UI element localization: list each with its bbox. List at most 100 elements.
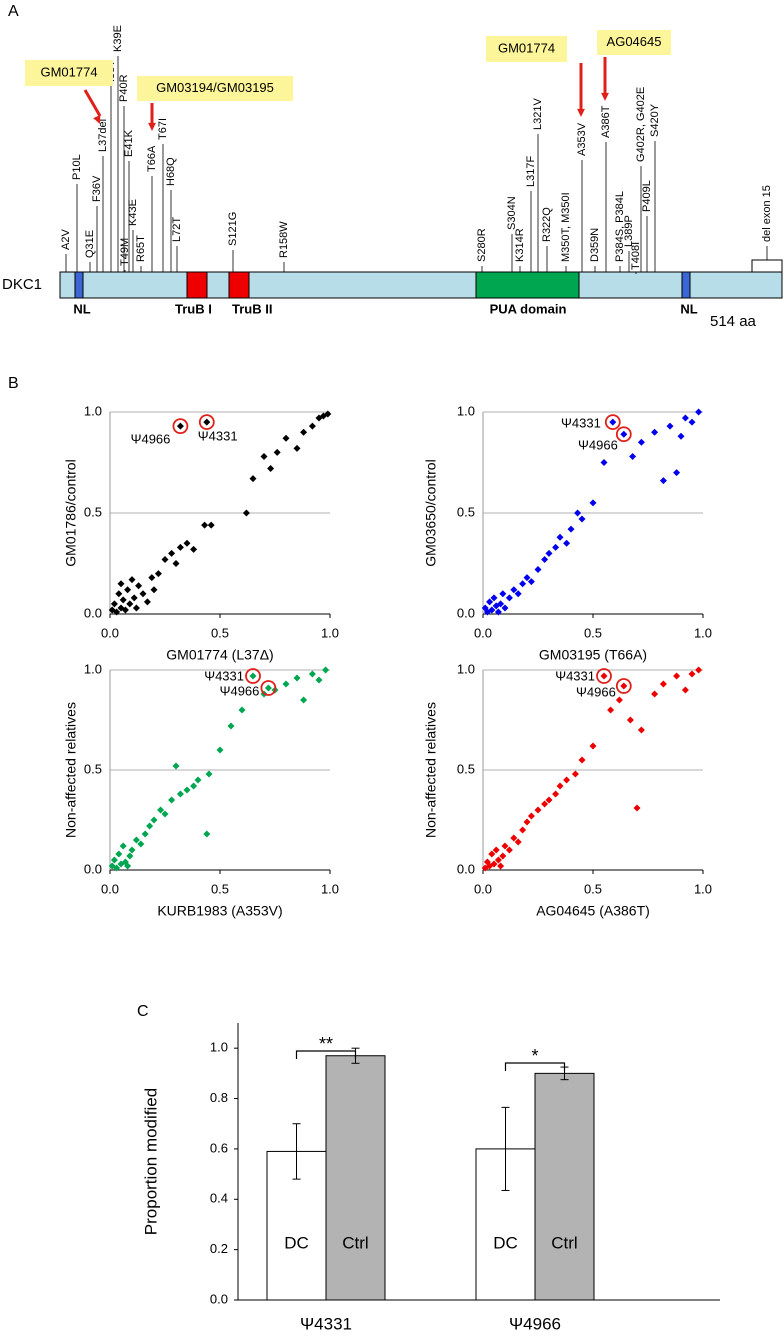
highlight-circle [596, 668, 612, 684]
point [183, 786, 191, 794]
point [527, 812, 535, 820]
series-label: Ctrl [551, 1233, 577, 1252]
point [567, 525, 575, 533]
point [300, 428, 308, 436]
mutation-label: G402R, G402E [635, 87, 647, 162]
mutation-label: L72T [171, 217, 183, 242]
mutation-label: F36V [91, 175, 103, 202]
bar [325, 1055, 386, 1301]
point [677, 432, 685, 440]
y-tick-label: 1.0 [457, 661, 475, 676]
highlight-point [620, 682, 628, 690]
point [514, 838, 522, 846]
domain-label: NL [73, 301, 90, 316]
domain [74, 271, 84, 299]
point [494, 856, 502, 864]
x-tick-label: Ψ4331 [300, 1314, 352, 1333]
highlight-circle [260, 680, 277, 696]
point [190, 782, 198, 790]
mutation-label: L321V [532, 98, 544, 130]
mutation-label: A353V [576, 122, 588, 156]
point [115, 850, 123, 858]
y-axis-label: Proportion modified [141, 1088, 160, 1235]
point [545, 549, 553, 557]
highlight-point [620, 430, 628, 438]
point [534, 566, 542, 574]
mutation-label: del exon 15 [761, 185, 773, 242]
y-tick-label: 0.0 [457, 861, 475, 876]
point [137, 840, 145, 848]
mutation-label: M350T, M350I [560, 192, 572, 262]
point [486, 598, 494, 606]
point [168, 796, 176, 804]
point [273, 448, 281, 456]
point [510, 586, 518, 594]
point [499, 590, 507, 598]
point [695, 666, 703, 674]
point [578, 756, 586, 764]
point [168, 549, 176, 557]
point [176, 543, 184, 551]
mutation-label: L317F [525, 156, 537, 187]
mutation-label: T66A [146, 145, 158, 172]
x-tick-label: 1.0 [321, 881, 339, 896]
series-label: Ctrl [342, 1233, 368, 1252]
callout-label: GM01774 [498, 40, 555, 55]
callout-arrowhead [93, 115, 101, 124]
point [681, 414, 689, 422]
y-tick-label: 0.0 [84, 605, 102, 620]
point [126, 600, 134, 608]
domain-label: TruB II [232, 301, 272, 316]
mutation-label: L389P [623, 215, 635, 247]
y-tick-label: 0.5 [457, 504, 475, 519]
mutation-label: T408I [630, 242, 642, 270]
point [688, 418, 696, 426]
highlight-point [249, 672, 257, 680]
point [488, 850, 496, 858]
mutation-label: R65T [135, 235, 147, 262]
point [238, 706, 246, 714]
callout-arrowhead [577, 108, 585, 117]
point [207, 521, 215, 529]
point [121, 606, 129, 614]
point [519, 826, 527, 834]
point [666, 422, 674, 430]
callout-arrowhead [601, 92, 609, 101]
mutation-label: R322Q [541, 207, 553, 242]
x-tick-label: 1.0 [694, 625, 712, 640]
point [146, 822, 154, 830]
y-tick-label: 0.5 [84, 761, 102, 776]
y-tick-label: 1.0 [210, 1040, 228, 1055]
point [293, 674, 301, 682]
x-tick-label: 1.0 [694, 881, 712, 896]
mutation-label: P409L [641, 180, 653, 212]
callout-box [25, 60, 113, 86]
point [154, 570, 162, 578]
point [534, 806, 542, 814]
mutation-label: A2V [60, 229, 72, 250]
point [589, 742, 597, 750]
highlight-label: Ψ4331 [561, 416, 601, 431]
y-axis-label: Non-affected relatives [63, 702, 79, 838]
point [115, 590, 123, 598]
mutation-label: H68Q [165, 157, 177, 186]
point [176, 790, 184, 798]
mutation-label: S420Y [649, 103, 661, 137]
y-tick-label: 0.0 [457, 605, 475, 620]
mutation-label: S121G [227, 212, 239, 246]
highlight-point [203, 418, 211, 426]
domain-label: TruB I [175, 301, 212, 316]
mutation-label: Q31E [84, 230, 96, 258]
point [113, 864, 121, 872]
point [308, 422, 316, 430]
point [201, 521, 209, 529]
panel-label: B [8, 375, 19, 392]
point [695, 408, 703, 416]
x-tick-label: 0.5 [211, 625, 229, 640]
point [132, 604, 140, 612]
callout-box [137, 76, 293, 101]
point [315, 676, 323, 684]
mutation-label: P40R [118, 74, 130, 102]
point [563, 776, 571, 784]
